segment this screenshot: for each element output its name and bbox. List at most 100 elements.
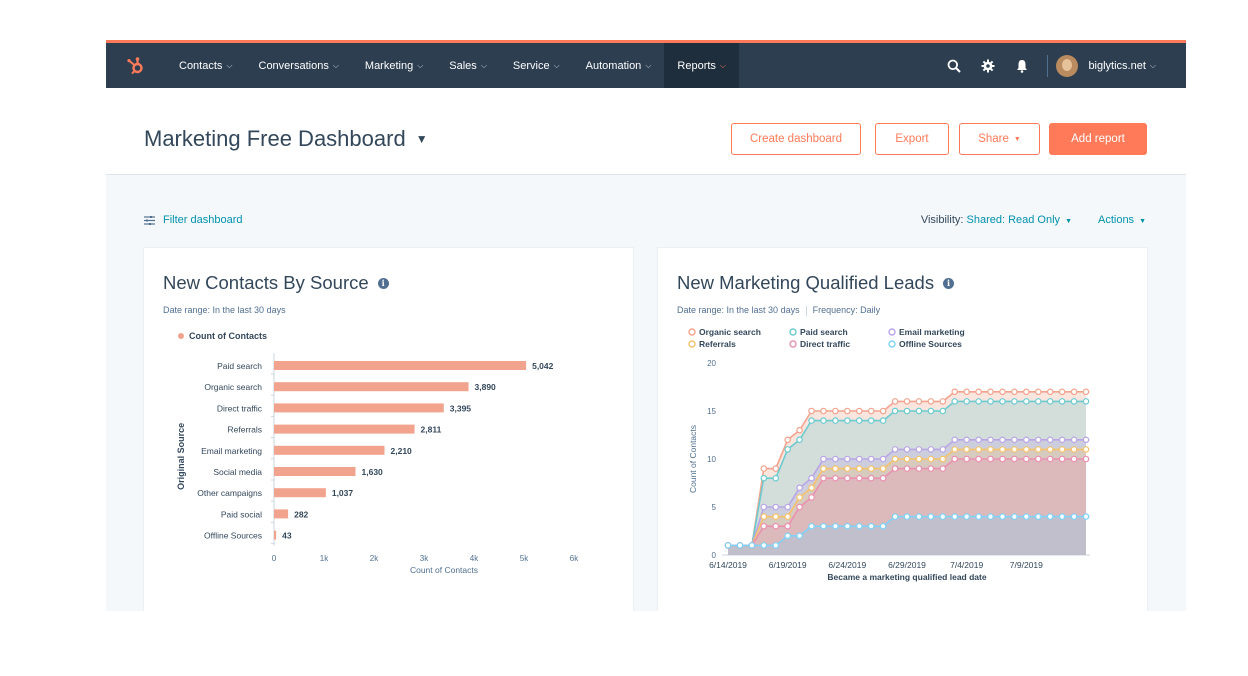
category-label: Paid search [217,361,262,371]
nav-item-sales[interactable]: Sales ⌵ [436,43,500,88]
nav-item-label: Marketing [364,59,414,72]
nav-item-automation[interactable]: Automation ⌵ [573,43,665,88]
data-point [808,407,815,415]
data-point [796,426,803,434]
data-point [1082,513,1090,520]
data-point [796,494,803,501]
data-point [1011,388,1018,396]
x-tick-label: 7/4/2019 [950,560,983,570]
data-point [1082,446,1090,453]
data-point [1023,446,1030,453]
export-button[interactable]: Export [875,123,949,155]
data-point [844,474,851,482]
data-point [867,465,875,472]
data-point [1011,446,1018,453]
data-point [1058,388,1066,396]
data-point [891,455,899,463]
nav-item-contacts[interactable]: Contacts ⌵ [166,43,246,88]
account-menu[interactable]: biglytics.net ⌵ [1056,54,1186,77]
data-point [844,522,851,530]
data-point [879,474,887,482]
info-icon[interactable]: i [943,277,955,289]
create-dashboard-button[interactable]: Create dashboard [731,123,861,155]
dashboard-title[interactable]: Marketing Free Dashboard ▼ [144,126,428,152]
data-point [760,522,768,530]
category-label: Other campaigns [197,488,262,498]
data-point [808,417,815,424]
data-point [927,465,935,472]
category-label: Direct traffic [217,403,263,413]
caret-down-icon[interactable]: ▼ [415,132,428,146]
data-point [1070,446,1078,453]
data-point [1046,446,1054,453]
report-card-contacts-by-source: New Contacts By Source i Date range: In t… [143,247,634,611]
x-axis-title: Became a marketing qualified lead date [827,572,986,582]
data-point [1070,513,1078,520]
data-point [844,407,851,415]
data-point [987,513,994,520]
nav-item-label: Sales [449,59,477,72]
data-point [855,407,863,415]
nav-item-service[interactable]: Service ⌵ [500,43,573,88]
data-point [1023,436,1030,444]
chevron-down-icon: ⌵ [480,60,487,70]
info-icon[interactable]: i [377,277,389,289]
nav-divider [1047,54,1049,77]
nav-item-reports[interactable]: Reports ⌵ [664,43,739,88]
data-point [867,522,875,530]
data-point [963,398,970,405]
nav-item-conversations[interactable]: Conversations ⌵ [246,43,352,88]
chevron-down-icon: ⌵ [1149,60,1156,70]
visibility-control[interactable]: Visibility: Shared: Read Only ▼ [921,214,1072,226]
share-button[interactable]: Share ▼ [959,123,1040,155]
data-point [1070,388,1078,396]
data-point [784,513,791,520]
hubspot-logo-icon[interactable] [106,43,166,88]
area-fill [728,516,1086,555]
nav-item-marketing[interactable]: Marketing ⌵ [352,43,436,88]
data-point [820,522,827,530]
category-label: Paid social [221,509,262,519]
data-point [903,513,911,520]
legend-label: Offline Sources [899,339,962,349]
data-point [1058,455,1066,463]
data-point [963,446,970,453]
search-icon[interactable] [937,43,971,88]
data-point [879,522,887,530]
actions-menu[interactable]: Actions ▼ [1098,214,1146,226]
data-point [1023,398,1030,405]
data-point [963,513,970,520]
data-point [772,522,780,530]
data-point [1023,388,1030,396]
bell-icon[interactable] [1005,43,1039,88]
data-point [1046,513,1054,520]
report-title-text: New Contacts By Source [163,272,369,293]
data-point [903,465,911,472]
data-label: 43 [282,531,292,541]
data-point [975,455,982,463]
data-point [784,446,791,453]
data-point [1046,436,1054,444]
meta-separator [805,305,807,316]
y-tick-label: 5 [712,503,717,512]
report-frequency: Frequency: Daily [812,305,881,315]
data-point [820,455,827,463]
legend-swatch [688,328,696,336]
data-point [963,436,970,444]
data-point [724,542,732,549]
add-report-button[interactable]: Add report [1049,123,1147,155]
data-point [1011,436,1018,444]
data-point [1011,455,1018,463]
data-point [748,542,756,549]
data-point [1046,398,1054,405]
gear-icon[interactable] [971,43,1005,88]
filter-dashboard-link[interactable]: Filter dashboard [144,214,243,226]
bar [274,488,326,498]
data-point [951,436,959,444]
y-tick-label: 10 [707,455,716,464]
x-axis-title: Count of Contacts [410,565,478,575]
data-point [820,465,827,472]
caret-down-icon: ▼ [1065,218,1072,225]
data-point [1046,455,1054,463]
data-point [987,388,994,396]
